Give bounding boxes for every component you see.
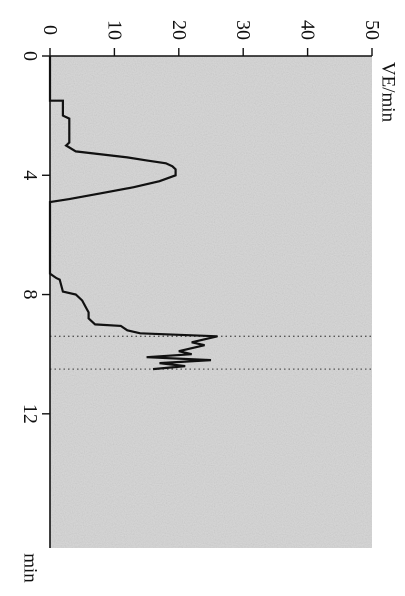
- y-axis-ticks: 0 10 20 30 40 50: [39, 20, 383, 56]
- y-axis-label: VE/min: [378, 62, 399, 123]
- y-tick-label-1: 10: [103, 20, 125, 40]
- axes: [49, 55, 372, 548]
- x-tick-label-0: 0: [19, 51, 41, 61]
- x-tick-label-2: 8: [19, 290, 41, 300]
- plot-area: [50, 56, 372, 548]
- y-tick-label-4: 40: [297, 20, 319, 40]
- x-tick-label-3: 12: [19, 404, 41, 424]
- y-tick-label-0: 0: [39, 25, 61, 35]
- y-tick-label-5: 50: [361, 20, 383, 40]
- x-tick-label-1: 4: [19, 170, 41, 180]
- x-axis-label: min: [20, 553, 41, 583]
- x-axis-ticks: 0 4 8 12: [19, 51, 50, 424]
- series-line: [48, 56, 218, 371]
- y-tick-label-3: 30: [232, 20, 254, 40]
- y-tick-label-2: 20: [168, 20, 190, 40]
